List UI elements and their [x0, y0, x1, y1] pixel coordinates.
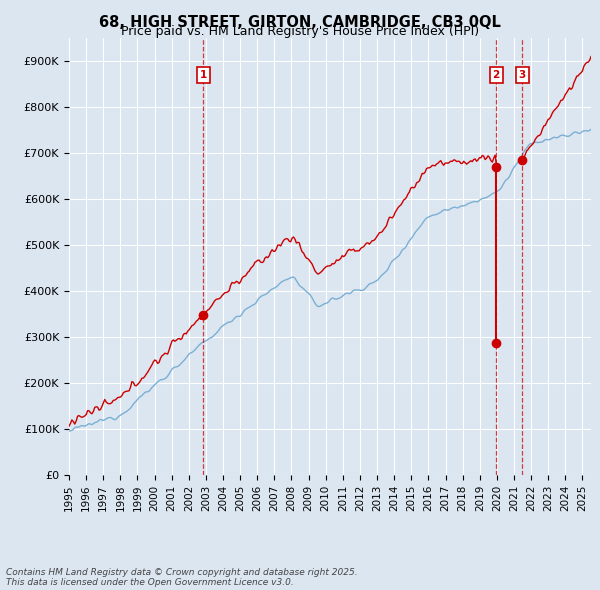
Text: 2: 2: [493, 70, 500, 80]
Text: 1: 1: [200, 70, 207, 80]
Text: Price paid vs. HM Land Registry's House Price Index (HPI): Price paid vs. HM Land Registry's House …: [121, 25, 479, 38]
Text: 3: 3: [519, 70, 526, 80]
Text: 68, HIGH STREET, GIRTON, CAMBRIDGE, CB3 0QL: 68, HIGH STREET, GIRTON, CAMBRIDGE, CB3 …: [99, 15, 501, 30]
Text: Contains HM Land Registry data © Crown copyright and database right 2025.
This d: Contains HM Land Registry data © Crown c…: [6, 568, 358, 587]
